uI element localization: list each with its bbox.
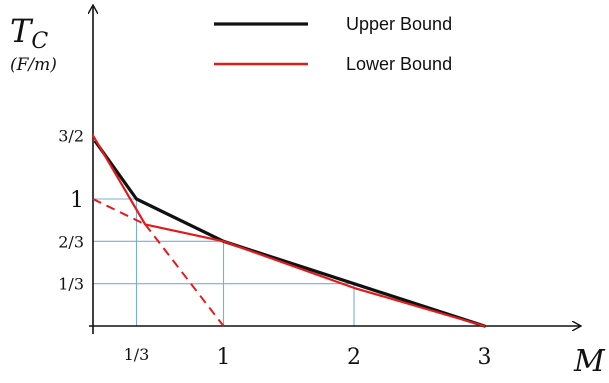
y-tick-label: 3/2 — [58, 127, 84, 146]
legend-label: Lower Bound — [346, 54, 452, 74]
y-axis-title: TC — [10, 12, 48, 54]
y-axis-title-subscript: C — [31, 29, 48, 54]
lower-bound-line — [91, 134, 486, 328]
x-tick-label: 1/3 — [124, 345, 150, 364]
y-tick-label: 1/3 — [58, 275, 84, 294]
x-tick-label: 2 — [347, 345, 361, 370]
y-tick-labels: 3/2 1 2/3 1/3 — [58, 127, 84, 294]
dashed-line — [92, 198, 146, 226]
x-tick-label: 1 — [217, 345, 231, 370]
legend-label: Upper Bound — [346, 14, 452, 34]
y-axis-unit: (F/m) — [10, 55, 57, 75]
upper-bound-line — [93, 140, 487, 328]
x-tick-labels: 1/3 1 2 3 — [124, 345, 492, 370]
dashed-lines — [92, 198, 225, 327]
dashed-line — [144, 223, 225, 327]
legend: Upper Bound Lower Bound — [214, 14, 452, 74]
y-tick-label: 1 — [70, 188, 84, 213]
x-tick-label: 3 — [478, 345, 492, 370]
y-axis-title-main: T — [10, 12, 34, 50]
y-tick-label: 2/3 — [58, 232, 84, 251]
guide-lines — [93, 198, 355, 326]
x-axis-title: M — [573, 344, 606, 379]
series-lines — [91, 134, 487, 328]
